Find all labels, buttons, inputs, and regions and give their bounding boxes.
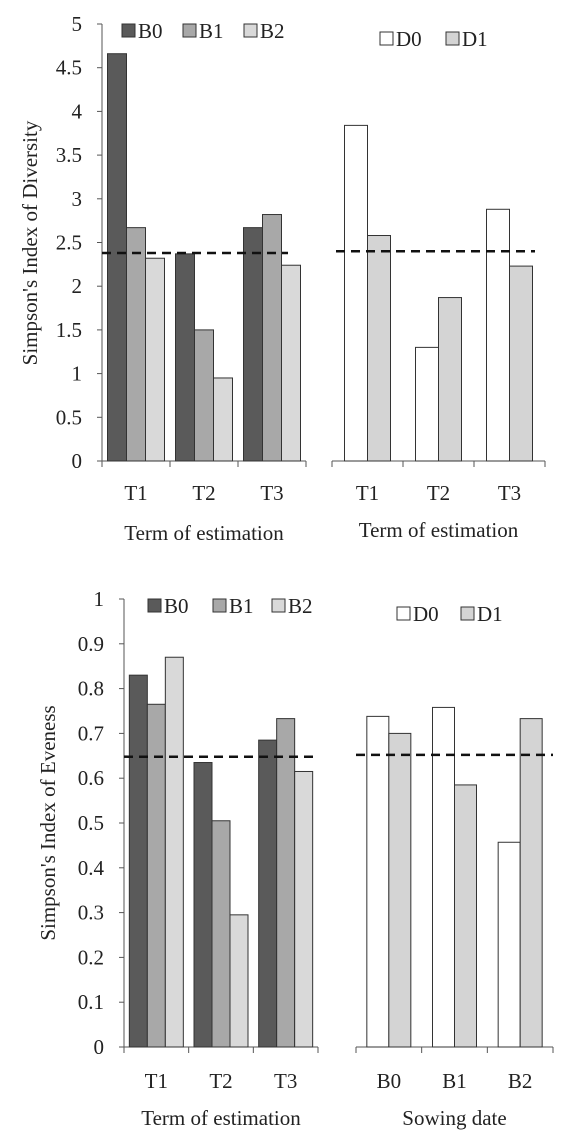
y-tick-label: 0.5 — [78, 811, 104, 835]
legend-label-d0: D0 — [396, 27, 422, 51]
y-axis-title: Simpson's Index of Eveness — [36, 705, 60, 940]
y-tick-label: 3.5 — [56, 143, 82, 167]
x-category-label: B0 — [377, 1069, 402, 1093]
legend-swatch-b0 — [121, 23, 136, 38]
y-axis-title: Simpson's Index of Diversity — [18, 120, 42, 365]
y-tick-label: 1.5 — [56, 318, 82, 342]
bar-b0-t3 — [258, 739, 278, 1048]
bar-d1-t3 — [509, 265, 533, 462]
y-tick-label: 2 — [72, 274, 83, 298]
x-category-label: T3 — [498, 481, 521, 505]
y-tick-label: 0 — [94, 1035, 105, 1059]
legend-swatch-d0 — [396, 606, 411, 621]
y-tick-label: 2.5 — [56, 231, 82, 255]
bar-b1-t1 — [126, 227, 146, 462]
x-category-label: T1 — [356, 481, 379, 505]
legend-swatch-b2 — [271, 598, 286, 613]
legend-swatch-d1 — [460, 606, 475, 621]
legend-label-b0: B0 — [138, 19, 163, 43]
legend-label-d0: D0 — [413, 602, 439, 626]
legend-swatch-b1 — [212, 598, 227, 613]
bar-b1-t2 — [194, 329, 214, 462]
x-category-label: T1 — [124, 481, 147, 505]
legend-swatch-b1 — [182, 23, 197, 38]
bar-d1-t1 — [367, 235, 391, 462]
legend-label-b0: B0 — [164, 594, 189, 618]
x-axis-title: Term of estimation — [124, 521, 284, 545]
y-tick-label: 0.2 — [78, 945, 104, 969]
bar-d1-b1 — [454, 784, 477, 1048]
x-category-label: B1 — [442, 1069, 467, 1093]
x-axis-title: Term of estimation — [359, 518, 519, 542]
bar-b2-t3 — [281, 264, 301, 462]
y-tick-label: 0.3 — [78, 901, 104, 925]
y-tick-label: 0.1 — [78, 990, 104, 1014]
bar-d0-b0 — [366, 715, 390, 1048]
bar-d0-t1 — [344, 124, 368, 462]
bar-b2-t1 — [145, 257, 165, 462]
y-tick-label: 1 — [94, 587, 105, 611]
diversity-by-term-b-panel: 0 0.5 1 1.5 2 2.5 3 3.5 4 4.5 5 Simpson's Index of … — [18, 12, 307, 545]
bar-d1-b0 — [388, 732, 412, 1048]
bar-d0-t3 — [486, 208, 510, 462]
x-category-label: T2 — [427, 481, 450, 505]
evenness-by-sowing-date-d-panel: B0 B1 B2 D0 D1 Sowing date — [355, 602, 554, 1130]
legend-swatch-d0 — [379, 31, 394, 46]
legend-swatch-b0 — [147, 598, 162, 613]
bar-d0-t2 — [415, 346, 439, 462]
x-category-label: B2 — [508, 1069, 533, 1093]
bar-b2-t2 — [229, 914, 249, 1048]
y-tick-label: 0.6 — [78, 766, 104, 790]
x-axis-title: Term of estimation — [141, 1106, 301, 1130]
bar-b1-t3 — [276, 718, 296, 1048]
bar-b2-t3 — [294, 770, 314, 1048]
x-category-label: T2 — [209, 1069, 232, 1093]
y-tick-label: 5 — [72, 12, 83, 36]
x-category-label: T3 — [260, 481, 283, 505]
bar-b0-t3 — [243, 227, 263, 462]
y-tick-label: 1 — [72, 362, 83, 386]
bar-b0-t1 — [107, 53, 127, 462]
bar-b0-t1 — [128, 674, 148, 1048]
y-tick-label: 4 — [72, 99, 83, 123]
legend-label-b1: B1 — [229, 594, 254, 618]
x-category-label: T2 — [192, 481, 215, 505]
y-tick-label: 3 — [72, 187, 83, 211]
legend-label-d1: D1 — [462, 27, 488, 51]
bar-b1-t3 — [262, 214, 282, 462]
evenness-by-term-b-panel: 0 0.1 0.2 0.3 0.4 0.5 0.6 0.7 0.8 0.9 1 Simpson's I… — [36, 587, 319, 1130]
diversity-by-term-d-panel: T1 T2 T3 D0 D1 Term of estimation — [331, 27, 546, 542]
x-category-label: T3 — [274, 1069, 297, 1093]
legend-label-d1: D1 — [477, 602, 503, 626]
bar-b2-t1 — [164, 656, 184, 1048]
bar-d1-b2 — [519, 718, 543, 1048]
y-tick-label: 0.5 — [56, 405, 82, 429]
bar-b0-t2 — [175, 253, 195, 462]
y-tick-label: 0 — [72, 449, 83, 473]
bar-d0-b1 — [432, 706, 455, 1048]
x-axis-title: Sowing date — [402, 1106, 506, 1130]
y-tick-label: 0.7 — [78, 721, 104, 745]
legend-label-b2: B2 — [288, 594, 313, 618]
legend-swatch-d1 — [445, 31, 460, 46]
legend-swatch-b2 — [243, 23, 258, 38]
y-tick-label: 4.5 — [56, 56, 82, 80]
bar-b1-t2 — [211, 820, 231, 1048]
bar-b2-t2 — [213, 377, 233, 462]
x-category-label: T1 — [145, 1069, 168, 1093]
legend-label-b2: B2 — [260, 19, 285, 43]
legend-label-b1: B1 — [199, 19, 224, 43]
y-tick-label: 0.8 — [78, 677, 104, 701]
bar-d0-b2 — [497, 841, 521, 1048]
y-tick-label: 0.4 — [78, 856, 105, 880]
bar-b0-t2 — [193, 762, 213, 1048]
bar-d1-t2 — [438, 297, 462, 462]
y-tick-label: 0.9 — [78, 632, 104, 656]
